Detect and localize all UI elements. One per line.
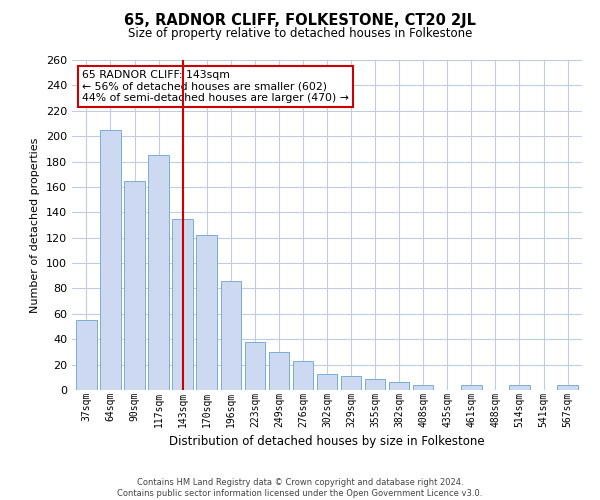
Y-axis label: Number of detached properties: Number of detached properties [31, 138, 40, 312]
Bar [196, 235, 217, 390]
Text: 65 RADNOR CLIFF: 143sqm
← 56% of detached houses are smaller (602)
44% of semi-d: 65 RADNOR CLIFF: 143sqm ← 56% of detache… [82, 70, 349, 103]
Bar [317, 374, 337, 390]
Bar [509, 385, 530, 390]
Bar [461, 385, 482, 390]
Bar [124, 180, 145, 390]
Bar [557, 385, 578, 390]
Bar [172, 218, 193, 390]
Bar [221, 281, 241, 390]
Bar [365, 378, 385, 390]
Bar [389, 382, 409, 390]
Text: Contains HM Land Registry data © Crown copyright and database right 2024.
Contai: Contains HM Land Registry data © Crown c… [118, 478, 482, 498]
Bar [245, 342, 265, 390]
Bar [100, 130, 121, 390]
Bar [76, 320, 97, 390]
Bar [413, 385, 433, 390]
Bar [341, 376, 361, 390]
X-axis label: Distribution of detached houses by size in Folkestone: Distribution of detached houses by size … [169, 435, 485, 448]
Bar [148, 155, 169, 390]
Text: 65, RADNOR CLIFF, FOLKESTONE, CT20 2JL: 65, RADNOR CLIFF, FOLKESTONE, CT20 2JL [124, 12, 476, 28]
Text: Size of property relative to detached houses in Folkestone: Size of property relative to detached ho… [128, 28, 472, 40]
Bar [269, 352, 289, 390]
Bar [293, 361, 313, 390]
